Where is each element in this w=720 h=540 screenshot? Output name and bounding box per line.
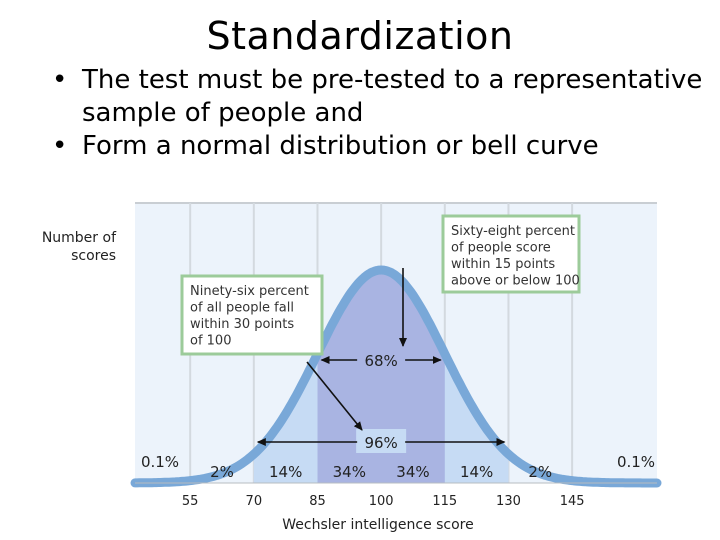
bullet-list: • The test must be pre-tested to a repre… bbox=[52, 64, 712, 163]
bullet-item: • The test must be pre-tested to a repre… bbox=[52, 64, 712, 130]
x-axis-label: Wechsler intelligence score bbox=[282, 517, 474, 533]
annotation-68-text: within 15 points bbox=[451, 257, 555, 272]
percent-label: 0.1% bbox=[141, 453, 179, 471]
annotation-96-text: of all people fall bbox=[190, 301, 294, 316]
band-68-percent bbox=[317, 270, 445, 483]
annotation-96-box bbox=[180, 274, 324, 356]
bullet-text: Form a normal distribution or bell curve bbox=[82, 131, 599, 161]
bullet-text: The test must be pre-tested to a represe… bbox=[82, 65, 703, 128]
slide-title: Standardization bbox=[206, 14, 514, 58]
bell-curve-line bbox=[130, 265, 662, 488]
x-tick-label: 145 bbox=[560, 494, 585, 509]
annotation-96-pointer bbox=[306, 361, 363, 431]
percent-label: 34% bbox=[333, 463, 366, 481]
percent-label: 0.1% bbox=[617, 453, 655, 471]
x-tick-label: 55 bbox=[182, 494, 199, 509]
bullet-marker: • bbox=[52, 65, 68, 95]
percent-label: 2% bbox=[210, 463, 234, 481]
annotation-68-text: Sixty-eight percent bbox=[451, 224, 575, 239]
percent-label: 14% bbox=[269, 463, 302, 481]
range-label-backdrop bbox=[356, 429, 407, 453]
annotation-68-text: of people score bbox=[451, 241, 551, 256]
bullet-item: • Form a normal distribution or bell cur… bbox=[52, 130, 712, 163]
annotation-96-text: Ninety-six percent bbox=[190, 284, 309, 299]
annotation-68-box bbox=[441, 214, 581, 294]
y-axis-label: Number of bbox=[42, 230, 117, 246]
x-tick-label: 130 bbox=[496, 494, 521, 509]
x-tick-label: 100 bbox=[369, 494, 394, 509]
range-label-backdrop bbox=[356, 347, 407, 371]
annotation-96-text: of 100 bbox=[190, 334, 231, 349]
percent-label: 2% bbox=[528, 463, 552, 481]
range-label: 68% bbox=[364, 352, 397, 370]
range-label: 96% bbox=[364, 434, 397, 452]
percent-label: 14% bbox=[460, 463, 493, 481]
annotation-96-text: within 30 points bbox=[190, 317, 294, 332]
annotation-68-text: above or below 100 bbox=[451, 274, 580, 289]
percent-label: 34% bbox=[396, 463, 429, 481]
y-axis-label: scores bbox=[71, 248, 116, 264]
x-tick-label: 115 bbox=[432, 494, 457, 509]
x-tick-label: 70 bbox=[246, 494, 263, 509]
x-tick-label: 85 bbox=[309, 494, 326, 509]
bullet-marker: • bbox=[52, 131, 68, 161]
